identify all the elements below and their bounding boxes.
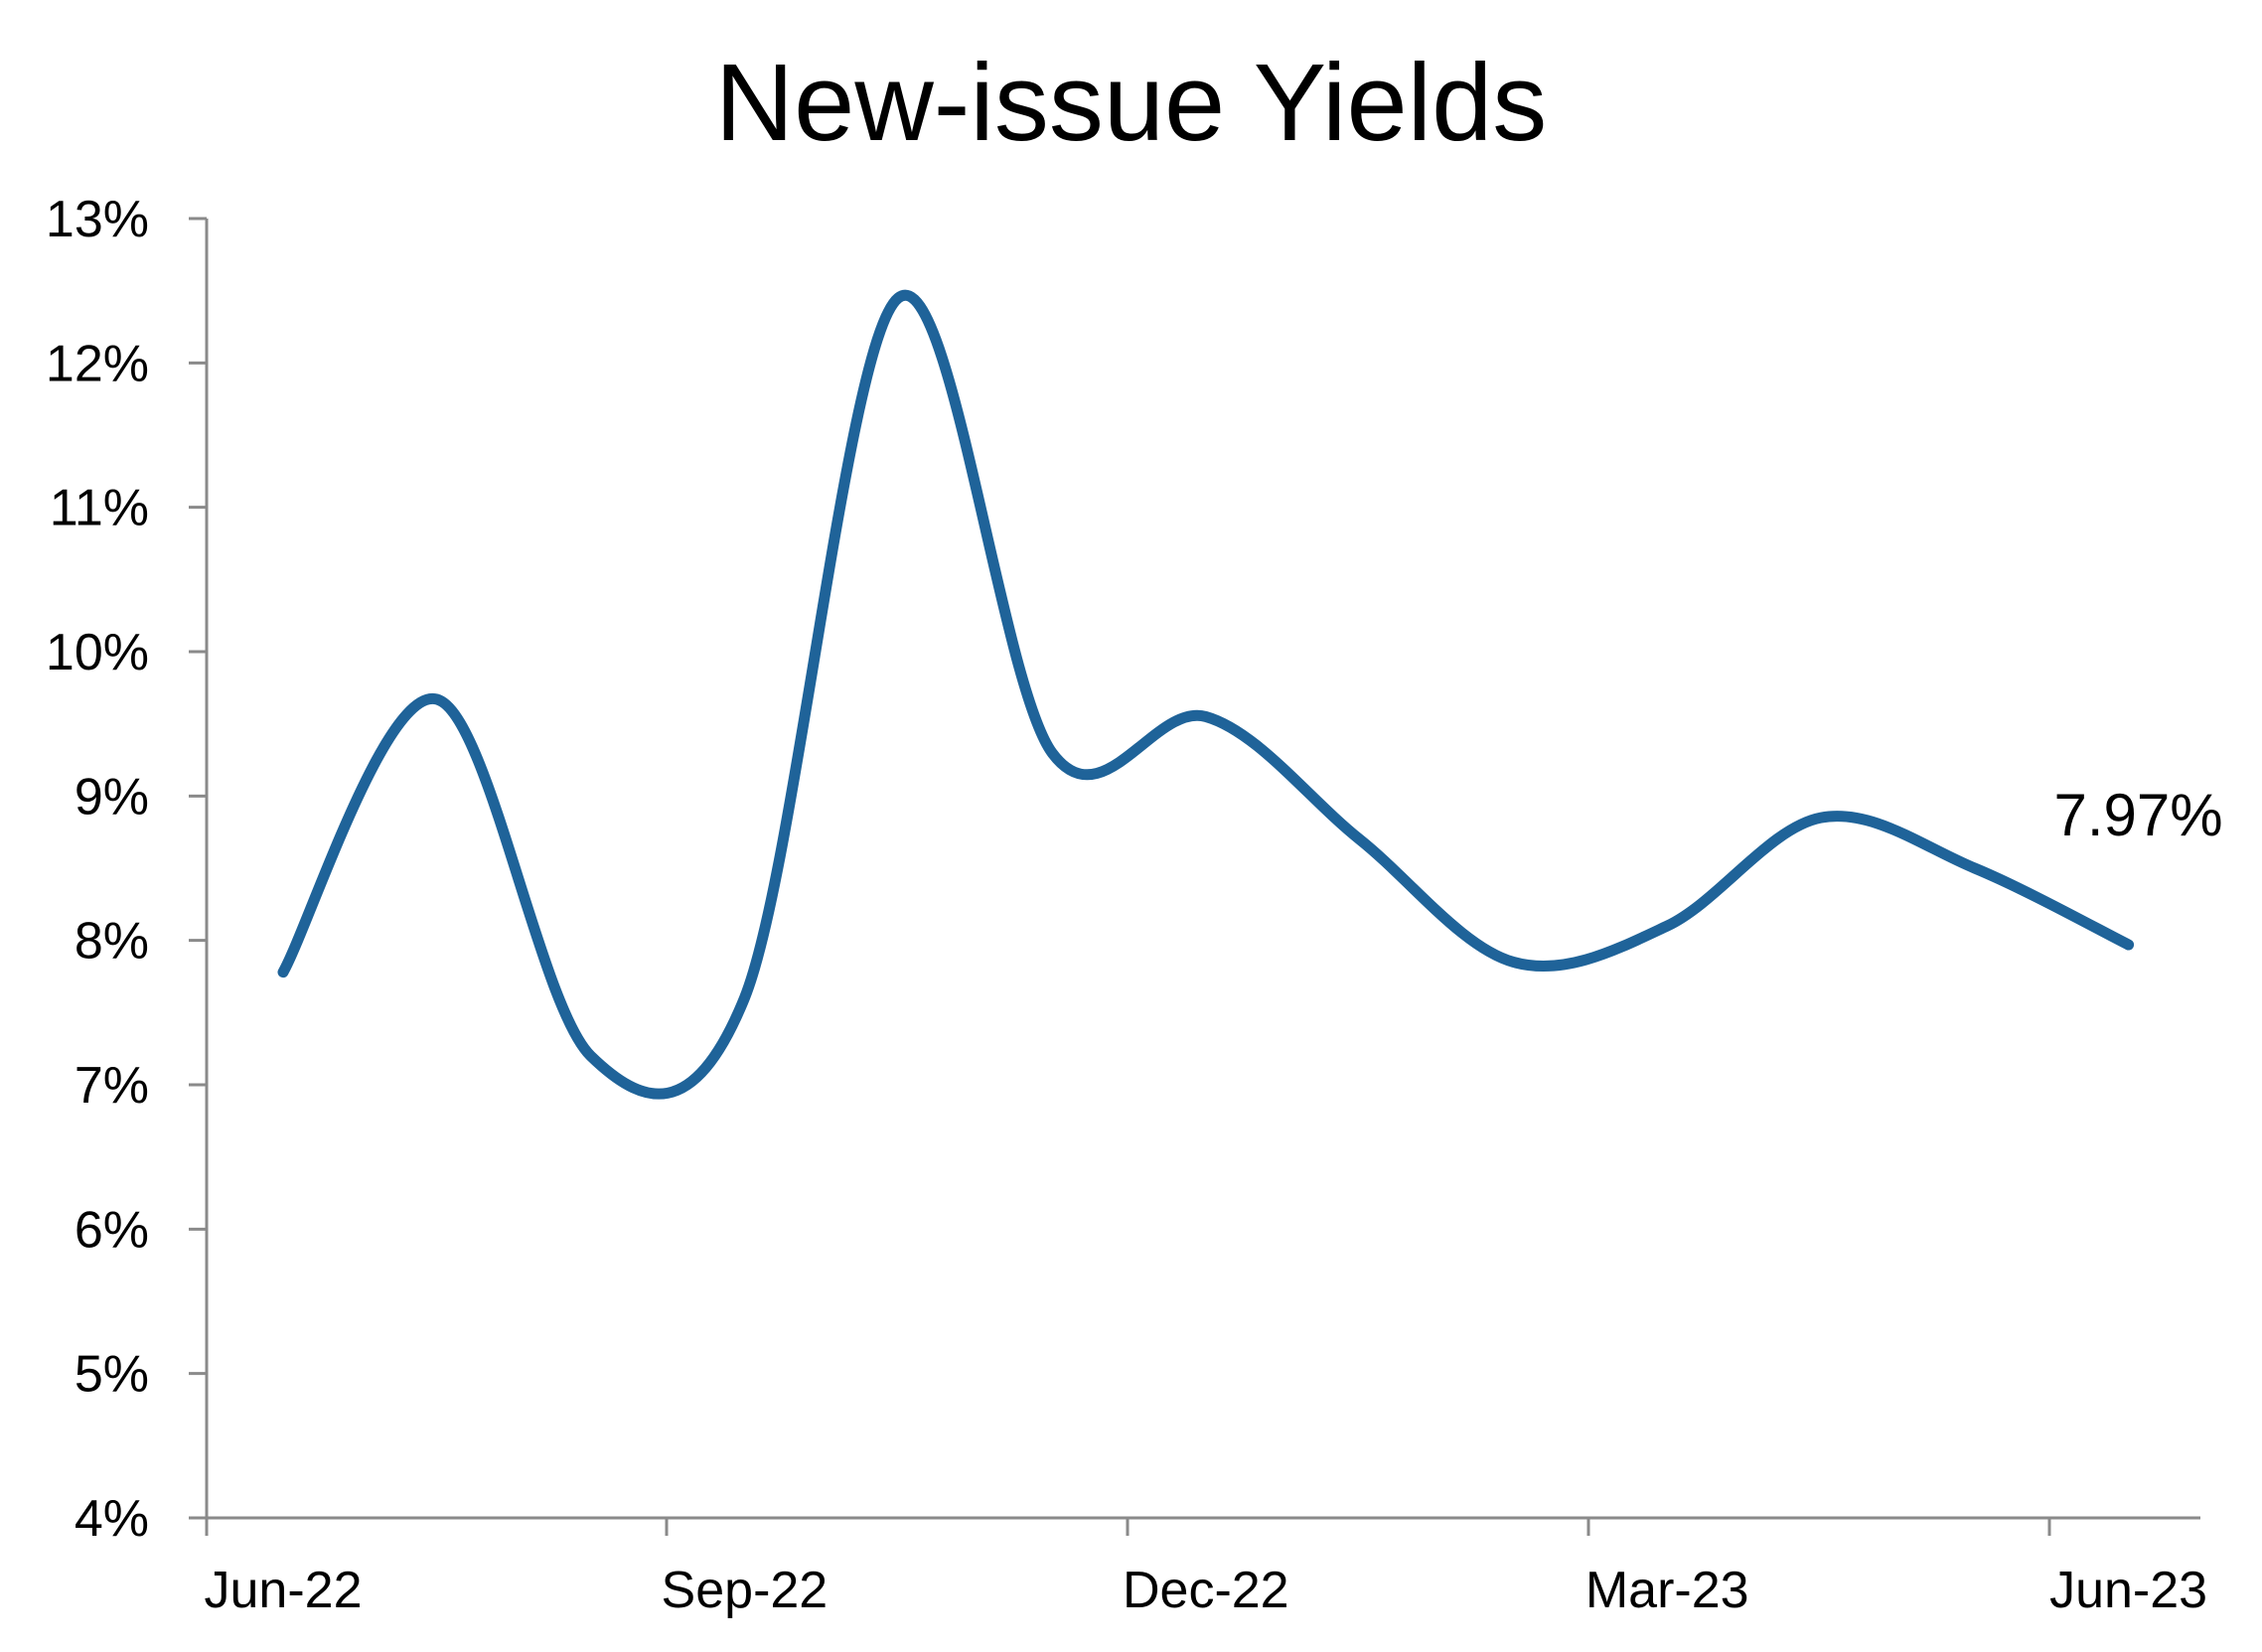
y-tick-label: 7%: [75, 1057, 149, 1115]
y-tick-label: 6%: [75, 1201, 149, 1259]
y-tick-label: 4%: [75, 1490, 149, 1548]
data-labels: 7.97%: [2054, 782, 2223, 848]
data-point: [2128, 945, 2129, 946]
y-tick-label: 10%: [46, 624, 149, 681]
data-point: [590, 1055, 591, 1056]
data-point: [436, 698, 437, 699]
y-tick-label: 12%: [46, 335, 149, 392]
x-tick-label: Jun-23: [2049, 1562, 2207, 1619]
y-tick-label: 13%: [46, 191, 149, 248]
series-layer: [277, 289, 2135, 1100]
x-tick-label: Dec-22: [1123, 1562, 1289, 1619]
data-point: [283, 972, 284, 973]
data-point: [898, 297, 899, 298]
data-point: [1667, 926, 1668, 927]
y-tick-label: 5%: [75, 1346, 149, 1404]
data-point: [1205, 716, 1206, 717]
series-line: [277, 289, 2135, 1100]
chart-title: New-issue Yields: [714, 42, 1548, 164]
data-point: [1974, 868, 1975, 869]
data-point: [1821, 818, 1822, 819]
y-tick-label: 9%: [75, 768, 149, 826]
x-tick-label: Mar-23: [1585, 1562, 1749, 1619]
data-point: [1513, 962, 1514, 963]
tick-labels: 4% 5% 6% 7% 8% 9% 10% 11% 12% 13% Jun-22 Sep-22 Dec-…: [46, 191, 2207, 1619]
data-label-last: 7.97%: [2054, 782, 2223, 848]
data-point: [1052, 752, 1053, 753]
y-tick-label: 11%: [50, 480, 149, 537]
x-tick-label: Jun-22: [205, 1562, 363, 1619]
x-tick-label: Sep-22: [662, 1562, 829, 1619]
data-point: [744, 997, 745, 998]
axes: [189, 217, 2200, 1536]
y-tick-label: 8%: [75, 913, 149, 971]
data-point: [1359, 838, 1360, 839]
